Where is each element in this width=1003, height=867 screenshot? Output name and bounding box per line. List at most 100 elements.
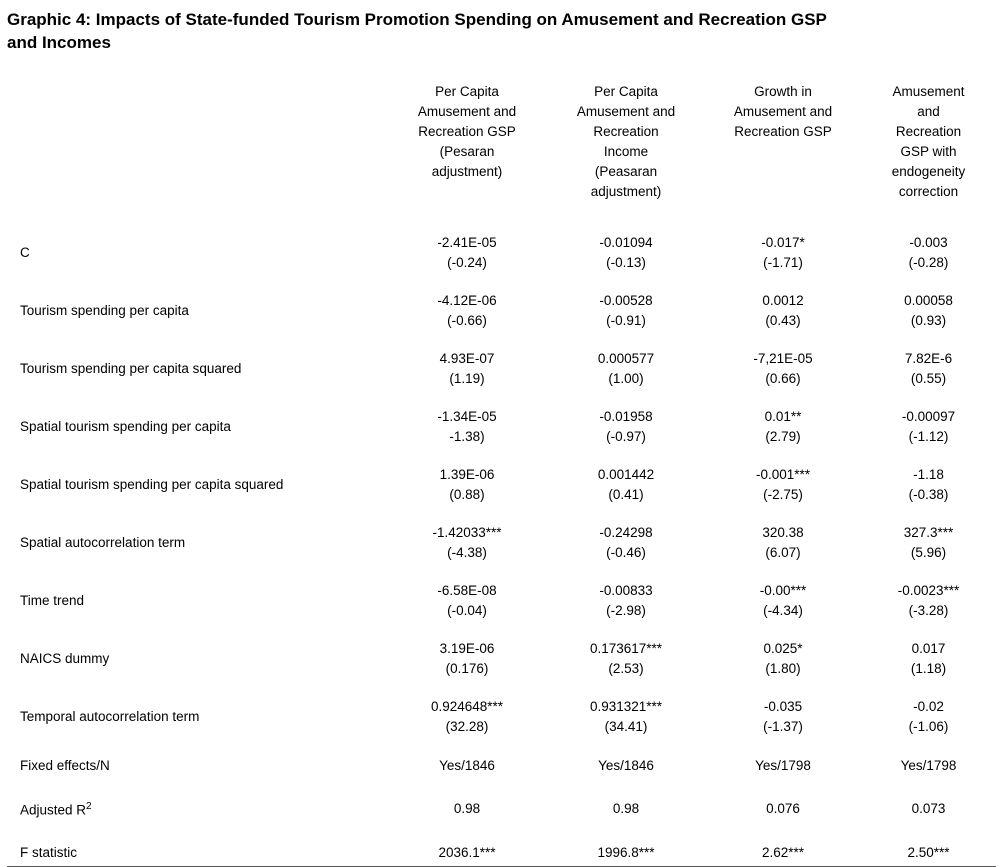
row-label: C — [20, 245, 30, 260]
coefficient-value: 0.001442 — [597, 467, 655, 482]
t-statistic: (-0.97) — [606, 429, 646, 444]
value-cell: Yes/1798 — [705, 746, 861, 787]
coefficient-value: 2.62*** — [761, 844, 805, 860]
value-cell: 0.073 — [861, 787, 996, 832]
value-cell: -7,21E-05 (0.66) — [705, 340, 861, 398]
t-statistic: (1.19) — [449, 371, 485, 386]
coefficient-value: 1.39E-06 — [439, 467, 495, 482]
coefficient-value: -1.34E-05 — [437, 409, 497, 424]
row-label: Tourism spending per capita squared — [20, 361, 242, 376]
table-row: Spatial tourism spending per capita -1.34… — [7, 398, 996, 456]
t-statistic: (-0.46) — [606, 545, 646, 560]
coefficient-value: Yes/1798 — [755, 758, 811, 773]
table-header: Per Capita Amusement and Recreation GSP … — [7, 82, 996, 224]
value-cell: 0.931321*** (34.41) — [547, 688, 705, 746]
coefficient-value: -2.41E-05 — [437, 235, 497, 250]
coefficient-value: 0.924648*** — [430, 699, 504, 714]
coefficient-value: 0.98 — [453, 800, 481, 816]
t-statistic: (0.176) — [445, 661, 489, 676]
value-cell: -0.017* (-1.71) — [705, 224, 861, 282]
value-cell: -0.01094 (-0.13) — [547, 224, 705, 282]
value-cell: -0.24298 (-0.46) — [547, 514, 705, 572]
coefficient-value: Yes/1846 — [439, 758, 495, 773]
coefficient-value: 3.19E-06 — [439, 641, 495, 656]
t-statistic: (-1.12) — [908, 429, 949, 444]
table-row: Spatial tourism spending per capita squa… — [7, 456, 996, 514]
coefficient-value: -6.58E-08 — [437, 583, 497, 598]
row-label: Spatial tourism spending per capita — [20, 419, 231, 434]
coefficient-value: -0.001*** — [755, 467, 811, 482]
t-statistic: (1.00) — [608, 371, 644, 386]
t-statistic: (1.18) — [910, 661, 947, 676]
t-statistic: (-1.37) — [763, 719, 803, 734]
coefficient-value: -0.0023*** — [897, 583, 960, 598]
value-cell: 2036.1*** — [387, 832, 547, 867]
t-statistic: (2.53) — [608, 661, 644, 676]
table-row: Adjusted R2 0.98 0.98 0.076 0.073 — [7, 787, 996, 832]
value-cell: 0.017 (1.18) — [861, 630, 996, 688]
value-cell: Yes/1846 — [547, 746, 705, 787]
coefficient-value: 2036.1*** — [438, 844, 496, 860]
value-cell: -1.42033*** (-4.38) — [387, 514, 547, 572]
value-cell: 4.93E-07 (1.19) — [387, 340, 547, 398]
value-cell: -0.001*** (-2.75) — [705, 456, 861, 514]
coefficient-value: -0.003 — [909, 235, 948, 250]
t-statistic: (-0.28) — [908, 255, 949, 270]
row-label: Adjusted R2 — [20, 801, 92, 818]
value-cell: 0.00058 (0.93) — [861, 282, 996, 340]
value-cell: 0.01** (2.79) — [705, 398, 861, 456]
value-cell: -0.02 (-1.06) — [861, 688, 996, 746]
coefficient-value: 2.50*** — [907, 844, 950, 860]
t-statistic: (-4.34) — [763, 603, 803, 618]
coefficient-value: 0.0012 — [762, 293, 804, 308]
t-statistic: (-3.28) — [908, 603, 949, 618]
row-label: Temporal autocorrelation term — [20, 709, 200, 724]
t-statistic: (0.43) — [765, 313, 801, 328]
row-label: Spatial autocorrelation term — [20, 535, 186, 550]
table-row: Tourism spending per capita squared 4.93E… — [7, 340, 996, 398]
value-cell: Yes/1846 — [387, 746, 547, 787]
value-cell: -0.00*** (-4.34) — [705, 572, 861, 630]
coefficient-value: -0.035 — [763, 699, 803, 714]
t-statistic: (6.07) — [765, 545, 801, 560]
value-cell: 7.82E-6 (0.55) — [861, 340, 996, 398]
row-label: Fixed effects/N — [20, 758, 110, 773]
coefficient-value: 0.01** — [764, 409, 802, 424]
t-statistic: (0.66) — [765, 371, 801, 386]
coefficient-value: -0.01958 — [599, 409, 653, 424]
coefficient-value: 1996.8*** — [597, 844, 655, 860]
page-title: Graphic 4: Impacts of State-funded Touri… — [7, 10, 827, 52]
coefficient-value: 0.00058 — [904, 293, 953, 308]
table-body: C -2.41E-05 (-0.24) -0.01094 (-0.13) -0.017* (… — [7, 224, 996, 866]
t-statistic: (-2.75) — [763, 487, 803, 502]
t-statistic: (34.41) — [604, 719, 648, 734]
value-cell: 0.173617*** (2.53) — [547, 630, 705, 688]
coefficient-value: -1.42033*** — [432, 525, 502, 540]
value-cell: 3.19E-06 (0.176) — [387, 630, 547, 688]
value-cell: 1.39E-06 (0.88) — [387, 456, 547, 514]
t-statistic: (0.93) — [910, 313, 947, 328]
row-label: Time trend — [20, 593, 85, 608]
coefficient-value: 0.025* — [763, 641, 803, 656]
table-row: Spatial autocorrelation term -1.42033*** (… — [7, 514, 996, 572]
t-statistic: -1.38) — [449, 429, 485, 444]
header-row: Per Capita Amusement and Recreation GSP … — [7, 82, 996, 224]
coefficient-value: 0.931321*** — [589, 699, 663, 714]
table-row: Fixed effects/N Yes/1846 Yes/1846 Yes/1798 Y… — [7, 746, 996, 787]
value-cell: -0.00833 (-2.98) — [547, 572, 705, 630]
t-statistic: (-0.66) — [447, 313, 487, 328]
coefficient-value: -0.02 — [913, 699, 944, 714]
coefficient-value: 7.82E-6 — [904, 351, 953, 366]
value-cell: -2.41E-05 (-0.24) — [387, 224, 547, 282]
t-statistic: (0.41) — [608, 487, 644, 502]
row-label-header — [7, 82, 387, 224]
value-cell: -4.12E-06 (-0.66) — [387, 282, 547, 340]
value-cell: -1.34E-05 -1.38) — [387, 398, 547, 456]
coefficient-value: 320.38 — [762, 525, 804, 540]
coefficient-value: 0.98 — [612, 800, 640, 816]
column-header-pc-income: Per Capita Amusement and Recreation Inco… — [576, 84, 676, 199]
coefficient-value: -1.18 — [913, 467, 944, 482]
value-cell: -0.035 (-1.37) — [705, 688, 861, 746]
value-cell: 2.50*** — [861, 832, 996, 867]
coefficient-value: 0.000577 — [597, 351, 655, 366]
